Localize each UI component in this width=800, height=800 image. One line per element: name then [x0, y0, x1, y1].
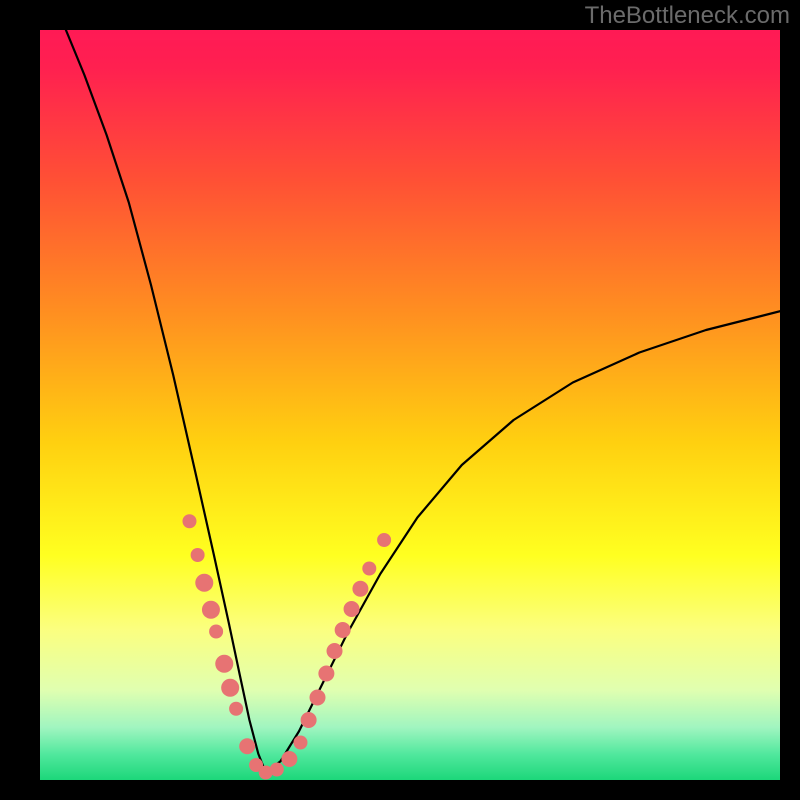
scatter-point [182, 514, 196, 528]
scatter-point [270, 763, 284, 777]
scatter-point [221, 679, 239, 697]
scatter-point [310, 690, 326, 706]
scatter-point [293, 736, 307, 750]
scatter-point [344, 601, 360, 617]
scatter-point [335, 622, 351, 638]
scatter-point [377, 533, 391, 547]
scatter-point [281, 751, 297, 767]
scatter-point [318, 666, 334, 682]
scatter-point [215, 655, 233, 673]
scatter-point [301, 712, 317, 728]
scatter-point [209, 625, 223, 639]
scatter-point [191, 548, 205, 562]
watermark-text: TheBottleneck.com [585, 2, 790, 30]
scatter-point [202, 601, 220, 619]
scatter-point [362, 562, 376, 576]
scatter-point [352, 581, 368, 597]
plot-area [40, 30, 780, 780]
scatter-point [229, 702, 243, 716]
scatter-point [327, 643, 343, 659]
chart-svg [40, 30, 780, 780]
chart-container: TheBottleneck.com [0, 0, 800, 800]
scatter-point [239, 738, 255, 754]
gradient-background [40, 30, 780, 780]
scatter-point [195, 574, 213, 592]
